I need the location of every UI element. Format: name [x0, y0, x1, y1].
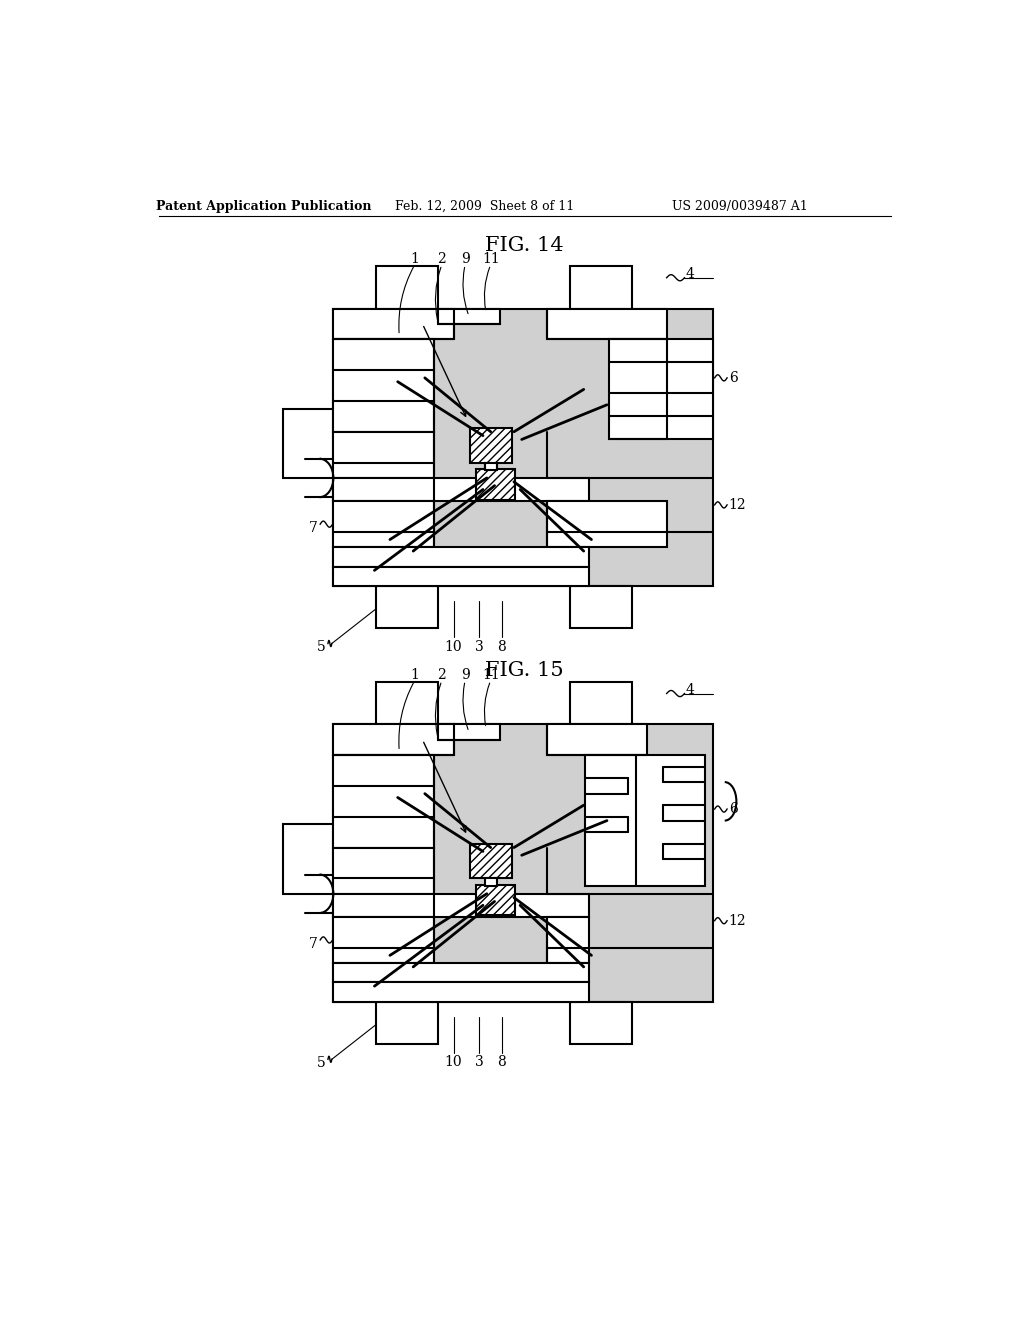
Bar: [608, 339, 713, 440]
Text: 10: 10: [444, 640, 462, 653]
Bar: [376, 1002, 438, 1044]
Text: 11: 11: [482, 668, 500, 682]
Bar: [334, 725, 713, 1002]
Text: FIG. 15: FIG. 15: [485, 661, 564, 680]
Text: 9: 9: [461, 252, 469, 267]
Text: US 2009/0039487 A1: US 2009/0039487 A1: [673, 199, 808, 213]
Bar: [334, 309, 454, 339]
Text: 2: 2: [437, 668, 446, 682]
Text: 3: 3: [475, 640, 483, 653]
Text: 4: 4: [686, 267, 695, 281]
Text: 7: 7: [309, 937, 317, 950]
Text: FIG. 14: FIG. 14: [485, 236, 564, 255]
Bar: [569, 586, 632, 628]
Text: Patent Application Publication: Patent Application Publication: [156, 199, 372, 213]
Bar: [334, 339, 434, 432]
Bar: [569, 682, 632, 725]
Bar: [484, 878, 497, 886]
Text: 4: 4: [686, 682, 695, 697]
Bar: [569, 267, 632, 309]
Bar: [334, 725, 454, 755]
Bar: [334, 755, 434, 847]
Bar: [547, 309, 667, 339]
Text: 8: 8: [498, 1056, 506, 1069]
Bar: [376, 682, 438, 725]
Bar: [283, 825, 334, 894]
Text: 6: 6: [729, 803, 737, 816]
Bar: [334, 982, 589, 1002]
Text: 12: 12: [729, 498, 746, 512]
Bar: [334, 432, 434, 478]
Bar: [283, 409, 334, 478]
Bar: [334, 478, 589, 502]
Bar: [334, 847, 434, 894]
Text: 8: 8: [498, 640, 506, 653]
Bar: [438, 309, 500, 323]
Bar: [334, 566, 589, 586]
Bar: [376, 586, 438, 628]
Bar: [484, 462, 497, 470]
Bar: [547, 917, 589, 964]
Bar: [334, 894, 589, 917]
Text: 2: 2: [437, 252, 446, 267]
Bar: [470, 428, 512, 462]
Bar: [376, 267, 438, 309]
Bar: [547, 725, 647, 755]
Text: 3: 3: [475, 1056, 483, 1069]
Bar: [470, 843, 512, 878]
Bar: [334, 309, 713, 586]
Text: 10: 10: [444, 1056, 462, 1069]
Text: 5: 5: [316, 640, 326, 655]
Text: 12: 12: [729, 913, 746, 928]
Bar: [586, 755, 706, 886]
Bar: [334, 964, 589, 982]
Text: 5: 5: [316, 1056, 326, 1071]
Text: 1: 1: [411, 668, 419, 682]
Bar: [334, 548, 589, 566]
Text: 11: 11: [482, 252, 500, 267]
Text: 1: 1: [411, 252, 419, 267]
Bar: [476, 469, 515, 499]
Bar: [438, 725, 500, 739]
Bar: [569, 1002, 632, 1044]
Text: 6: 6: [729, 371, 737, 385]
Text: 7: 7: [309, 521, 317, 535]
Text: Feb. 12, 2009  Sheet 8 of 11: Feb. 12, 2009 Sheet 8 of 11: [395, 199, 574, 213]
Text: 9: 9: [461, 668, 469, 682]
Bar: [476, 884, 515, 915]
Bar: [334, 502, 434, 548]
Bar: [547, 502, 667, 548]
Bar: [334, 917, 434, 964]
